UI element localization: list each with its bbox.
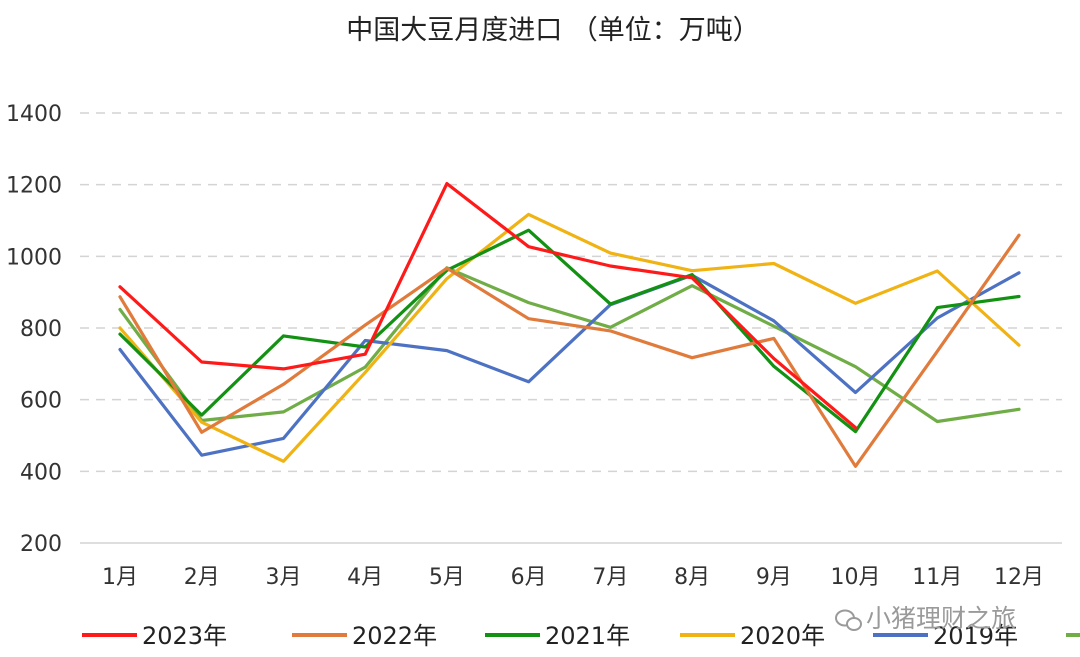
y-tick-label: 800 xyxy=(20,317,62,342)
series-line-2020年 xyxy=(118,212,1021,463)
wechat-bubble-icon xyxy=(835,609,862,631)
grid-lines xyxy=(80,112,1062,544)
y-tick-label: 600 xyxy=(20,389,62,414)
x-tick-label: 5月 xyxy=(429,565,465,590)
x-tick-label: 11月 xyxy=(912,565,962,590)
legend-item: 2021年 xyxy=(485,622,630,650)
watermark: 小猪理财之旅 xyxy=(835,604,1016,633)
y-tick-label: 400 xyxy=(20,460,62,485)
legend-label: 2020年 xyxy=(740,622,825,650)
watermark-text: 小猪理财之旅 xyxy=(866,604,1016,633)
y-tick-label: 200 xyxy=(20,532,62,557)
y-tick-label: 1400 xyxy=(6,102,62,127)
legend-item: 2020年 xyxy=(680,622,825,650)
x-tick-label: 2月 xyxy=(184,565,220,590)
legend-item: 2018年 xyxy=(1066,633,1080,637)
series-line-2018年 xyxy=(118,266,1021,424)
y-tick-label: 1000 xyxy=(6,245,62,270)
y-axis: 200 400 600 800 1000 1200 1400 xyxy=(6,102,62,557)
y-tick-label: 1200 xyxy=(6,174,62,199)
x-tick-label: 9月 xyxy=(756,565,792,590)
series-lines xyxy=(118,182,1021,468)
legend-label: 2022年 xyxy=(352,622,437,650)
legend: 2023年 2022年 2021年 2020年 2019年 2018年 xyxy=(82,622,1080,650)
legend-item: 2019年 xyxy=(873,622,1018,650)
x-tick-label: 7月 xyxy=(592,565,628,590)
x-tick-label: 3月 xyxy=(265,565,301,590)
x-tick-label: 6月 xyxy=(511,565,547,590)
legend-label: 2021年 xyxy=(545,622,630,650)
legend-item: 2022年 xyxy=(292,622,437,650)
series-line-2021年 xyxy=(118,228,1021,434)
legend-label: 2023年 xyxy=(142,622,227,650)
x-tick-label: 8月 xyxy=(674,565,710,590)
x-tick-label: 10月 xyxy=(831,565,881,590)
chart-title: 中国大豆月度进口 （单位：万吨） xyxy=(346,15,760,46)
x-tick-label: 4月 xyxy=(347,565,383,590)
series-line-2022年 xyxy=(118,233,1021,468)
series-line-2023年 xyxy=(118,182,858,430)
legend-label: 2019年 xyxy=(933,622,1018,650)
series-line-2019年 xyxy=(118,271,1021,457)
x-axis: 1月 2月 3月 4月 5月 6月 7月 8月 9月 10月 11月 12月 xyxy=(102,565,1044,590)
legend-item: 2023年 xyxy=(82,622,227,650)
x-tick-label: 12月 xyxy=(994,565,1044,590)
x-tick-label: 1月 xyxy=(102,565,138,590)
